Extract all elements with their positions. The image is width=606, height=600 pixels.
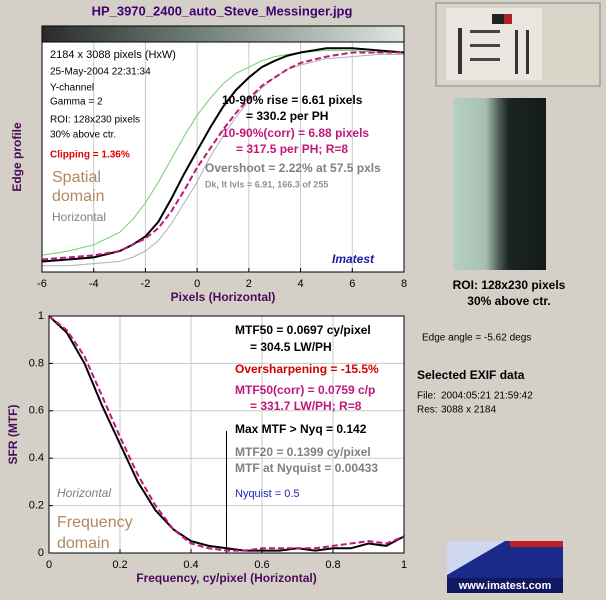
x-tick-label: 1	[401, 559, 407, 571]
y-axis-label: Edge profile	[10, 122, 24, 192]
x-tick-label: -2	[141, 278, 151, 290]
logo-text: www.imatest.com	[458, 580, 552, 592]
annotation: Gamma = 2	[50, 97, 103, 108]
annotation: ROI: 128x230 pixels	[50, 115, 140, 126]
annotation: MTF20 = 0.1399 cy/pixel	[235, 445, 371, 459]
annotation: Imatest	[332, 252, 375, 266]
data-line	[48, 315, 405, 552]
y-tick-label: 0.2	[29, 500, 44, 512]
plot-frame	[41, 41, 405, 273]
annotation: domain	[57, 535, 109, 552]
data-line	[41, 49, 404, 256]
annotation: MTF at Nyquist = 0.00433	[235, 461, 378, 475]
annotation: domain	[52, 188, 104, 205]
annotation: Y-channel	[50, 83, 94, 94]
plot-frame	[48, 315, 405, 554]
x-tick-label: 0.2	[112, 559, 127, 571]
x-tick-label: -4	[89, 278, 99, 290]
x-axis-label: Pixels (Horizontal)	[171, 290, 276, 304]
x-tick-label: -6	[37, 278, 47, 290]
thumbnail	[435, 2, 601, 87]
annotation: Spatial	[52, 169, 101, 186]
roi-image	[453, 98, 546, 270]
y-tick-label: 1	[38, 310, 44, 322]
exif-key: File:	[417, 391, 436, 402]
x-tick-label: 0.4	[183, 559, 198, 571]
annotation: 10-90% rise = 6.61 pixels	[222, 93, 363, 107]
x-tick-label: 2	[246, 278, 252, 290]
roi-position: 30% above ctr.	[467, 294, 550, 308]
annotation: = 317.5 per PH; R=8	[236, 142, 348, 156]
annotation: 10-90%(corr) = 6.88 pixels	[222, 126, 369, 140]
annotation: Dk, lt lvls = 6.91, 166.3 of 255	[205, 179, 328, 189]
y-tick-label: 0.6	[29, 405, 44, 417]
x-tick-label: 8	[401, 278, 407, 290]
data-line	[42, 54, 404, 267]
annotation: Clipping = 1.36%	[50, 150, 130, 161]
annotation: Overshoot = 2.22% at 57.5 pxls	[205, 161, 381, 175]
annotation: Nyquist = 0.5	[235, 488, 300, 500]
plot-area	[41, 41, 405, 273]
exif-value: 3088 x 2184	[441, 405, 496, 416]
annotation: Frequency	[57, 514, 133, 531]
y-axis-label: SFR (MTF)	[6, 405, 20, 465]
x-tick-label: 0.6	[254, 559, 269, 571]
figure-title: HP_3970_2400_auto_Steve_Messinger.jpg	[92, 3, 353, 18]
exif-value: 2004:05:21 21:59:42	[441, 391, 533, 402]
annotation: 25-May-2004 22:31:34	[50, 67, 151, 78]
annotation: = 304.5 LW/PH	[250, 340, 332, 354]
data-line	[48, 315, 405, 552]
annotation: 30% above ctr.	[50, 130, 116, 141]
x-tick-label: 0	[194, 278, 200, 290]
annotation: = 330.2 per PH	[246, 109, 328, 123]
annotation: MTF50(corr) = 0.0759 c/p	[235, 383, 375, 397]
annotation: Oversharpening = -15.5%	[235, 362, 379, 376]
data-line	[41, 51, 404, 261]
x-tick-label: 0.8	[325, 559, 340, 571]
annotation: 2184 x 3088 pixels (HxW)	[50, 49, 176, 61]
annotation: MTF50 = 0.0697 cy/pixel	[235, 323, 371, 337]
imatest-logo	[447, 541, 563, 593]
y-tick-label: 0	[38, 547, 44, 559]
annotation: Horizontal	[57, 486, 111, 500]
annotation: Horizontal	[52, 210, 106, 224]
edge-angle: Edge angle = -5.62 degs	[422, 333, 531, 344]
x-tick-label: 0	[46, 559, 52, 571]
exif-title: Selected EXIF data	[417, 368, 525, 382]
y-tick-label: 0.4	[29, 452, 44, 464]
annotation: Max MTF > Nyq = 0.142	[235, 422, 367, 436]
annotation: = 331.7 LW/PH; R=8	[250, 399, 362, 413]
y-tick-label: 0.8	[29, 357, 44, 369]
roi-label: ROI: 128x230 pixels	[453, 278, 566, 292]
x-tick-label: 4	[298, 278, 304, 290]
x-axis-label: Frequency, cy/pixel (Horizontal)	[136, 571, 316, 585]
exif-key: Res:	[417, 405, 438, 416]
gray-bar	[41, 25, 405, 43]
x-tick-label: 6	[349, 278, 355, 290]
